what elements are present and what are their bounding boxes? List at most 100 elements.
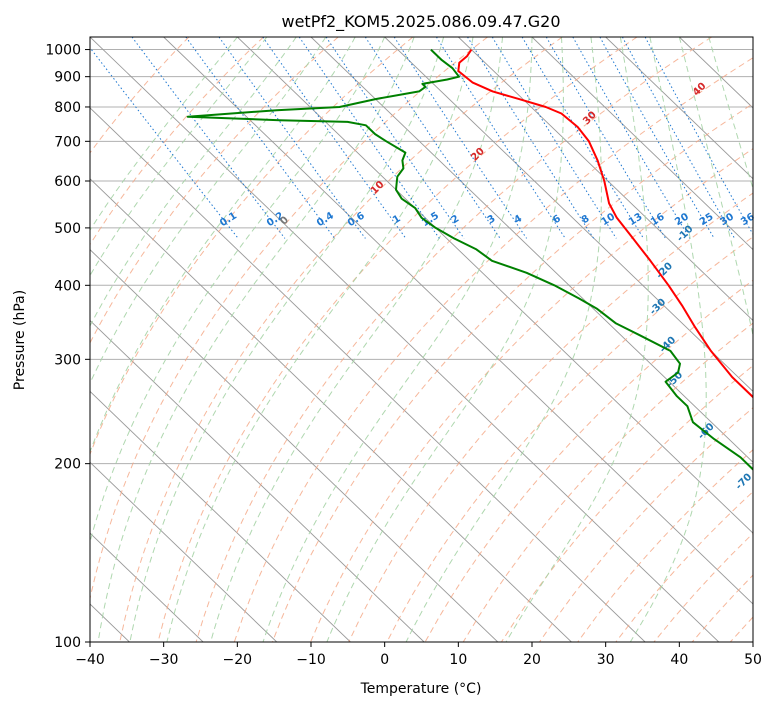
dry-adiabat-label: 40 bbox=[691, 81, 709, 99]
x-tick-label: 0 bbox=[380, 652, 389, 668]
x-tick-label: −20 bbox=[223, 652, 253, 668]
isotherm-line bbox=[90, 461, 278, 642]
mixing-ratio-label: 25 bbox=[698, 211, 716, 228]
mixing-ratio-line bbox=[393, 37, 528, 239]
background-labels: 0.1 0.2 0.4 0.6 1 1.5 2 3 4 6 8 10 13 16 20 25 30 3601020… bbox=[218, 81, 757, 492]
isotherm-line bbox=[90, 178, 572, 642]
chart-title: wetPf2_KOM5.2025.086.09.47.G20 bbox=[281, 12, 560, 32]
dry-adiabat-line bbox=[90, 37, 488, 601]
moist-adiabat-line bbox=[90, 37, 238, 232]
mixing-ratio-label: 1 bbox=[391, 213, 403, 226]
isotherm-line bbox=[90, 390, 351, 642]
y-tick-label: 900 bbox=[54, 70, 81, 86]
isotherm-line bbox=[90, 532, 204, 642]
moist-adiabat-line bbox=[90, 37, 327, 385]
mixing-ratio-label: 8 bbox=[580, 213, 592, 226]
mixing-ratio-line bbox=[262, 37, 407, 239]
x-tick-label: 40 bbox=[670, 652, 688, 668]
moist-adiabat-line bbox=[90, 37, 297, 327]
dry-adiabat-line bbox=[90, 37, 339, 345]
y-tick-label: 100 bbox=[54, 635, 81, 651]
x-tick-label: 30 bbox=[597, 652, 615, 668]
moist-adiabat-line bbox=[405, 37, 603, 642]
mixing-ratio-line bbox=[545, 37, 666, 239]
moist-adiabat-line bbox=[678, 37, 753, 338]
dry-adiabat-line bbox=[157, 37, 638, 642]
moist-adiabat-line bbox=[90, 37, 268, 277]
profile-lines bbox=[186, 48, 753, 471]
mixing-ratio-line bbox=[521, 37, 644, 239]
dry-adiabat-line bbox=[577, 449, 753, 642]
dry-adiabat-label: 20 bbox=[469, 146, 487, 164]
x-tick-label: −10 bbox=[296, 652, 326, 668]
dry-adiabat-line bbox=[462, 322, 753, 642]
mixing-ratio-label: 36 bbox=[739, 211, 757, 228]
background-lines bbox=[90, 37, 775, 642]
dry-adiabat-line bbox=[615, 490, 753, 642]
x-tick-label: 20 bbox=[523, 652, 541, 668]
y-tick-label: 200 bbox=[54, 457, 81, 473]
isotherm-line bbox=[163, 37, 753, 605]
moist-adiabat-line bbox=[166, 37, 474, 642]
y-tick-label: 500 bbox=[54, 221, 81, 237]
mixing-ratio-line bbox=[325, 37, 465, 239]
moist-adiabat-line bbox=[505, 37, 649, 642]
isotherm-line bbox=[237, 37, 753, 534]
mixing-ratio-line bbox=[364, 37, 501, 239]
x-tick-label: 50 bbox=[744, 652, 762, 668]
mixing-ratio-label: 4 bbox=[512, 213, 524, 226]
mixing-ratio-line bbox=[572, 37, 691, 239]
x-axis-label: Temperature (°C) bbox=[360, 681, 482, 697]
isotherm-line bbox=[90, 107, 646, 642]
y-tick-label: 700 bbox=[54, 134, 81, 150]
moist-adiabat-line bbox=[262, 37, 533, 642]
dewpoint-line bbox=[186, 48, 753, 471]
mixing-ratio-line bbox=[644, 37, 753, 236]
y-tick-label: 300 bbox=[54, 352, 81, 368]
moist-adiabat-line bbox=[90, 37, 356, 454]
moist-adiabat-line bbox=[129, 37, 445, 642]
dry-adiabat-line bbox=[769, 37, 775, 642]
isotherm-line bbox=[605, 37, 753, 180]
y-tick-label: 400 bbox=[54, 278, 81, 294]
dry-adiabat-line bbox=[90, 37, 190, 154]
isotherm-line bbox=[752, 37, 753, 38]
mixing-ratio-label: 16 bbox=[649, 211, 667, 228]
dry-adiabat-label: 10 bbox=[369, 179, 387, 197]
isotherm-line bbox=[384, 37, 753, 393]
mixing-ratio-label: 0.1 bbox=[218, 210, 239, 229]
moist-adiabat-line bbox=[210, 37, 503, 642]
x-tick-label: 10 bbox=[449, 652, 467, 668]
y-axis-label: Pressure (hPa) bbox=[12, 290, 28, 390]
dry-adiabat-line bbox=[90, 37, 414, 456]
isotherm-line bbox=[90, 319, 425, 642]
isotherm-line bbox=[458, 37, 753, 322]
mixing-ratio-label: 0.6 bbox=[346, 210, 367, 229]
dry-adiabat-line bbox=[233, 57, 753, 642]
dry-adiabat-line bbox=[195, 37, 712, 642]
dry-adiabat-line bbox=[500, 364, 753, 642]
x-tick-label: −40 bbox=[75, 652, 105, 668]
isotherm-line bbox=[310, 37, 753, 463]
y-axis-ticks: 100 200 300 400 500 600 700 800 900 1000 bbox=[45, 43, 90, 651]
dry-adiabat-line bbox=[310, 148, 753, 642]
mixing-ratio-label: 3 bbox=[486, 213, 498, 226]
mixing-ratio-line bbox=[131, 37, 286, 239]
y-tick-label: 1000 bbox=[45, 43, 81, 59]
temperature-line bbox=[457, 49, 753, 399]
mixing-ratio-label: 6 bbox=[551, 213, 563, 226]
moist-adiabat-line bbox=[708, 37, 753, 191]
mixing-ratio-line bbox=[491, 37, 617, 239]
isotherm-line bbox=[90, 37, 720, 642]
mixing-ratio-line bbox=[298, 37, 440, 239]
mixing-ratio-line bbox=[599, 37, 715, 239]
dry-adiabat-line bbox=[90, 37, 264, 246]
moist-adiabat-line bbox=[97, 37, 415, 642]
dry-adiabat-label: 30 bbox=[581, 110, 599, 128]
isotherm-line bbox=[90, 249, 499, 642]
plot-frame bbox=[89, 36, 754, 643]
mixing-ratio-label: 30 bbox=[718, 211, 736, 228]
mixing-ratio-label: 2 bbox=[450, 213, 462, 226]
y-tick-label: 600 bbox=[54, 174, 81, 190]
